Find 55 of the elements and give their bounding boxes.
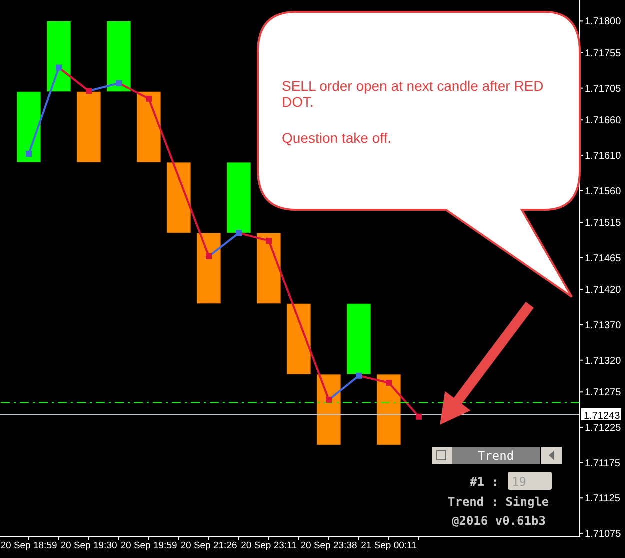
text: Trend : Single bbox=[448, 494, 550, 510]
x-tick-label: 21 Sep 00:11 bbox=[361, 540, 417, 552]
text: #1 : bbox=[470, 474, 500, 490]
text: 19 bbox=[512, 474, 528, 490]
bar bbox=[46, 20, 72, 92]
point bbox=[356, 372, 362, 379]
point bbox=[116, 80, 122, 86]
y-tick-label: 1.71320 bbox=[585, 356, 622, 367]
point bbox=[236, 230, 242, 236]
y-tick-label: 1.71225 bbox=[585, 423, 622, 434]
y-tick-label: 1.71660 bbox=[585, 116, 622, 127]
x-tick-label: 20 Sep 23:11 bbox=[241, 540, 297, 552]
bar bbox=[196, 232, 222, 304]
point bbox=[386, 380, 392, 386]
bar bbox=[346, 304, 372, 375]
y-tick-label: 1.71800 bbox=[585, 16, 622, 28]
bar bbox=[16, 92, 42, 163]
y-tick-label: 1.71755 bbox=[585, 48, 622, 60]
point bbox=[266, 238, 272, 244]
point bbox=[26, 151, 32, 158]
bar bbox=[136, 92, 162, 163]
y-tick-label: 1.71610 bbox=[585, 150, 622, 162]
x-tick-label: 20 Sep 19:59 bbox=[120, 540, 178, 552]
y-tick-label: 1.71175 bbox=[585, 458, 621, 470]
bar bbox=[256, 232, 282, 304]
bar bbox=[166, 162, 192, 234]
bar bbox=[376, 374, 402, 446]
y-tick-label: 1.71275 bbox=[585, 388, 622, 399]
bar bbox=[286, 304, 312, 375]
point bbox=[86, 88, 92, 94]
annotation: SELL order open at next candle after RED DOT. bbox=[282, 78, 545, 110]
bar bbox=[226, 162, 252, 234]
y-tick-label: 1.71465 bbox=[585, 253, 622, 264]
point bbox=[56, 64, 62, 71]
y-tick-label: 1.71420 bbox=[585, 285, 622, 296]
y-tick-label: 1.71515 bbox=[585, 218, 622, 230]
y-tick-label: 1.71370 bbox=[585, 320, 622, 332]
bar bbox=[316, 374, 342, 446]
y-tick-label: 1.71705 bbox=[585, 84, 622, 95]
ref-line-label: 1.71243 bbox=[584, 410, 621, 422]
text: @2016 v0.61b3 bbox=[452, 513, 547, 529]
x-tick-label: 20 Sep 21:26 bbox=[180, 540, 238, 552]
point bbox=[146, 96, 152, 102]
point bbox=[206, 253, 212, 260]
bar bbox=[106, 20, 132, 92]
bar bbox=[76, 92, 102, 163]
annotation: Question take off. bbox=[282, 130, 392, 146]
x-tick-label: 20 Sep 19:30 bbox=[60, 540, 118, 552]
y-tick-label: 1.71075 bbox=[585, 529, 622, 540]
point bbox=[326, 396, 332, 403]
y-tick-label: 1.71125 bbox=[585, 494, 621, 505]
y-tick-label: 1.71560 bbox=[585, 186, 622, 198]
x-tick-label: 20 Sep 23:38 bbox=[300, 540, 358, 552]
point bbox=[416, 414, 422, 420]
x-tick-label: 20 Sep 18:59 bbox=[0, 540, 58, 552]
